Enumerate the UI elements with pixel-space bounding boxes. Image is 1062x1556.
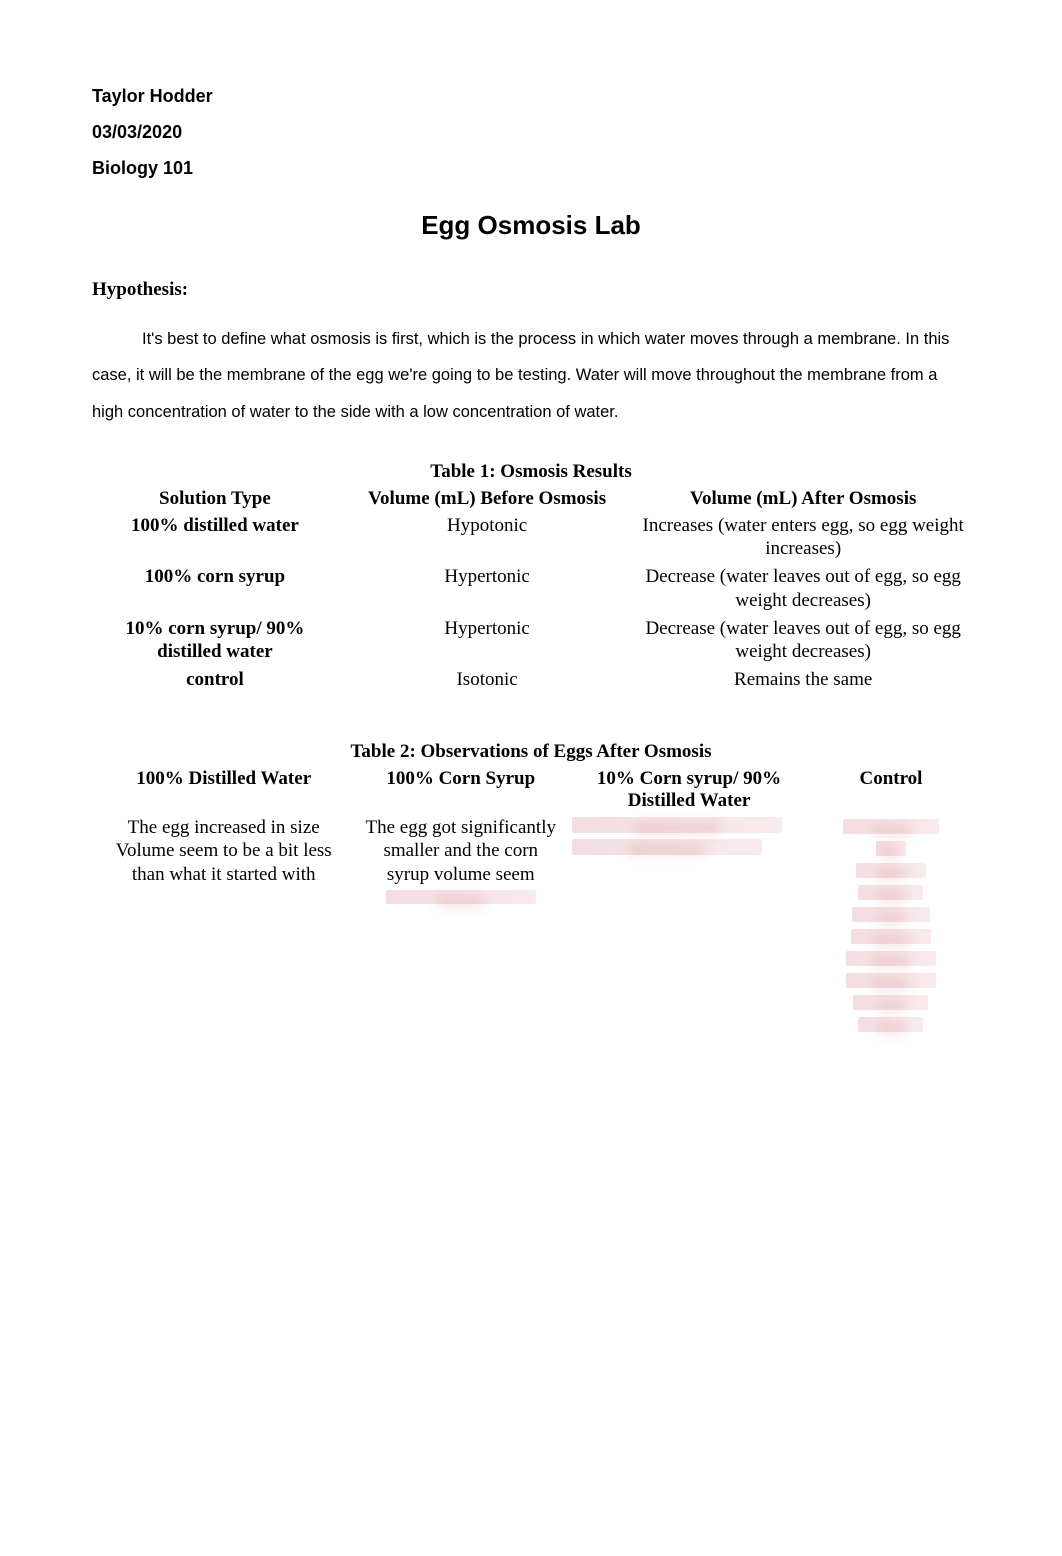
table-2-row-1-col-2-text: The egg got significantly smaller and th… <box>366 817 556 886</box>
course-name: Biology 101 <box>92 150 970 186</box>
table-1-row-3-after: Decrease (water leaves out of egg, so eg… <box>636 615 970 667</box>
table-1-row-1-before: Hypotonic <box>338 512 637 564</box>
redacted-block: xxxx xx xxx xxx xxx xxxx xxxx xxxx xxx x… <box>818 816 964 1033</box>
table-1-row-1-after: Increases (water enters egg, so egg weig… <box>636 512 970 564</box>
table-2-col-4-header: Control <box>812 766 970 814</box>
table-1-row-3-label: 10% corn syrup/ 90% distilled water <box>92 615 338 667</box>
table-1-row-2-before: Hypertonic <box>338 563 637 615</box>
table-2-row-1-col-2: The egg got significantly smaller and th… <box>355 814 566 1035</box>
document-header: Taylor Hodder 03/03/2020 Biology 101 <box>92 78 970 186</box>
redacted-line: xxxx <box>846 951 936 966</box>
redacted-line: xxxx <box>851 929 931 944</box>
redacted-line: xxxxxxxxx <box>572 817 782 833</box>
table-1-row-4-after: Remains the same <box>636 666 970 694</box>
redacted-line: xxx <box>853 995 928 1010</box>
table-2-row-1-col-1: The egg increased in size Volume seem to… <box>92 814 355 1035</box>
table-2-observations: Table 2: Observations of Eggs After Osmo… <box>92 738 970 1035</box>
redacted-block: xxxxxxxxx xxxxxxxx <box>572 816 806 856</box>
redacted-line: xxx <box>852 907 930 922</box>
table-row: 100% distilled water Hypotonic Increases… <box>92 512 970 564</box>
table-1-col-2-header: Volume (mL) Before Osmosis <box>338 486 637 512</box>
redacted-block: xxxxx <box>361 887 560 905</box>
table-2-header-row: 100% Distilled Water 100% Corn Syrup 10%… <box>92 766 970 814</box>
hypothesis-heading: Hypothesis: <box>92 279 970 301</box>
table-1-row-1-label: 100% distilled water <box>92 512 338 564</box>
table-2-title: Table 2: Observations of Eggs After Osmo… <box>92 738 970 766</box>
redacted-line: xxx <box>856 863 926 878</box>
table-1-col-1-header: Solution Type <box>92 486 338 512</box>
table-1-row-2-after: Decrease (water leaves out of egg, so eg… <box>636 563 970 615</box>
table-row: control Isotonic Remains the same <box>92 666 970 694</box>
redacted-line: xxxxxxxx <box>572 839 762 855</box>
table-row: 10% corn syrup/ 90% distilled water Hype… <box>92 615 970 667</box>
document-title: Egg Osmosis Lab <box>92 210 970 241</box>
table-1-row-4-before: Isotonic <box>338 666 637 694</box>
document-date: 03/03/2020 <box>92 114 970 150</box>
table-2-row-1-col-3: xxxxxxxxx xxxxxxxx <box>566 814 812 1035</box>
redacted-line: xxxx <box>846 973 936 988</box>
table-2-col-3-header: 10% Corn syrup/ 90% Distilled Water <box>566 766 812 814</box>
table-1-title: Table 1: Osmosis Results <box>92 458 970 486</box>
table-1-row-3-before: Hypertonic <box>338 615 637 667</box>
table-1-osmosis-results: Table 1: Osmosis Results Solution Type V… <box>92 458 970 694</box>
author-name: Taylor Hodder <box>92 78 970 114</box>
table-1-col-3-header: Volume (mL) After Osmosis <box>636 486 970 512</box>
hypothesis-paragraph: It's best to define what osmosis is firs… <box>92 321 970 430</box>
redacted-line: xxx <box>858 1017 923 1032</box>
table-2-row-1-col-4: xxxx xx xxx xxx xxx xxxx xxxx xxxx xxx x… <box>812 814 970 1035</box>
table-1-header-row: Solution Type Volume (mL) Before Osmosis… <box>92 486 970 512</box>
redacted-line: xxxxx <box>386 890 536 904</box>
table-row: 100% corn syrup Hypertonic Decrease (wat… <box>92 563 970 615</box>
table-1-row-4-label: control <box>92 666 338 694</box>
table-row: The egg increased in size Volume seem to… <box>92 814 970 1035</box>
table-1-row-2-label: 100% corn syrup <box>92 563 338 615</box>
redacted-line: xx <box>876 841 906 856</box>
redacted-line: xxxx <box>843 819 939 834</box>
hypothesis-text: It's best to define what osmosis is firs… <box>92 330 949 421</box>
redacted-line: xxx <box>858 885 923 900</box>
table-2-col-1-header: 100% Distilled Water <box>92 766 355 814</box>
table-2-col-2-header: 100% Corn Syrup <box>355 766 566 814</box>
